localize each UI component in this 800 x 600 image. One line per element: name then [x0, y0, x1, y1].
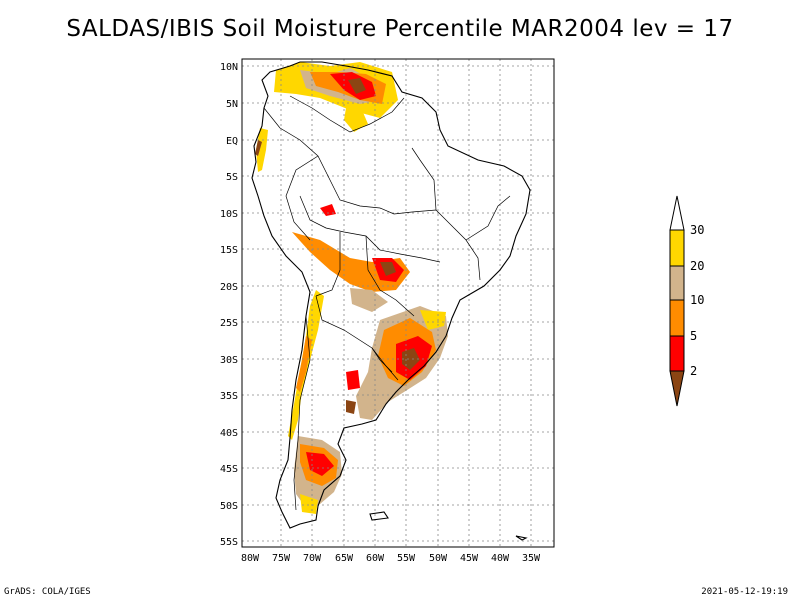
legend-swatch-5-10 — [669, 299, 685, 337]
plot-frame — [241, 58, 555, 548]
coastline — [251, 61, 531, 541]
legend-label: 10 — [690, 293, 704, 307]
legend-swatch-10-20 — [669, 265, 685, 301]
lon-tick-label: 70W — [303, 553, 322, 564]
lon-tick-label: 60W — [366, 553, 385, 564]
grid-lines — [242, 59, 554, 547]
lat-tick-label: 5N — [226, 99, 238, 110]
shaded-regions — [255, 62, 448, 514]
lat-tick-label: 5S — [226, 172, 238, 183]
lat-tick-label: 10N — [220, 62, 238, 73]
lat-tick-label: 15S — [220, 245, 238, 256]
lon-tick-label: 35W — [522, 553, 541, 564]
country-borders — [263, 95, 511, 511]
lat-tick-label: 35S — [220, 391, 238, 402]
lon-tick-label: 80W — [241, 553, 260, 564]
legend-label: 2 — [690, 364, 697, 378]
lat-tick-label: EQ — [226, 136, 238, 147]
footer-source: GrADS: COLA/IGES — [4, 587, 91, 597]
map-title: SALDAS/IBIS Soil Moisture Percentile MAR… — [66, 16, 734, 42]
legend-label: 5 — [690, 329, 697, 343]
lat-tick-label: 10S — [220, 209, 238, 220]
legend-swatch-below-2 — [669, 370, 685, 407]
lat-tick-label: 45S — [220, 464, 238, 475]
lon-tick-label: 45W — [460, 553, 479, 564]
lat-tick-label: 20S — [220, 282, 238, 293]
legend-swatch-20-30 — [669, 229, 685, 267]
lon-tick-label: 75W — [272, 553, 291, 564]
legend-swatch-above-30 — [669, 195, 685, 231]
latitude-axis: 10N 5N EQ 5S 10S 15S 20S 25S 30S 35S 40S… — [220, 62, 238, 548]
lon-tick-label: 50W — [429, 553, 448, 564]
lat-tick-label: 55S — [220, 537, 238, 548]
legend-label: 30 — [690, 223, 704, 237]
color-legend — [669, 195, 685, 407]
legend-label: 20 — [690, 259, 704, 273]
lat-tick-label: 40S — [220, 428, 238, 439]
legend-labels: 2 5 10 20 30 — [690, 223, 704, 378]
lon-tick-label: 55W — [397, 553, 416, 564]
lat-tick-label: 30S — [220, 355, 238, 366]
footer-timestamp: 2021-05-12-19:19 — [701, 587, 788, 597]
legend-swatch-2-5 — [669, 335, 685, 372]
lon-tick-label: 40W — [491, 553, 510, 564]
lat-tick-label: 25S — [220, 318, 238, 329]
longitude-axis: 80W 75W 70W 65W 60W 55W 50W 45W 40W 35W — [241, 553, 541, 564]
lon-tick-label: 65W — [335, 553, 354, 564]
lat-tick-label: 50S — [220, 501, 238, 512]
